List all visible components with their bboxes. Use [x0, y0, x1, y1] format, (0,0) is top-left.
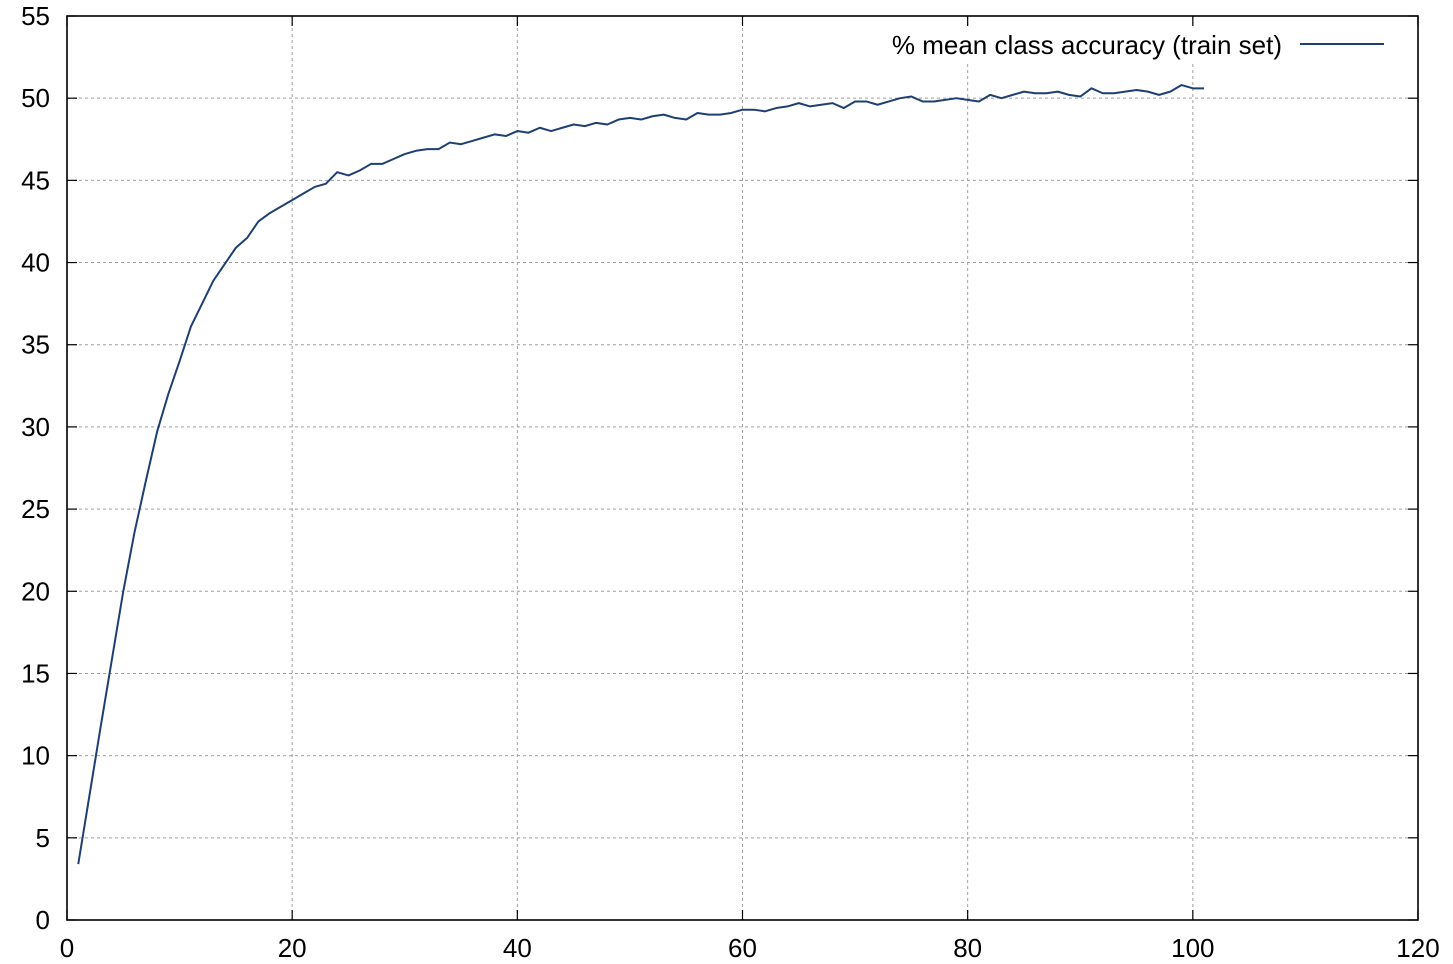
- y-tick-label: 35: [21, 330, 50, 360]
- plot-frame: [66, 15, 1419, 921]
- y-tick-label: 45: [21, 165, 50, 195]
- x-tick-label: 0: [60, 933, 74, 963]
- x-tick-label: 60: [728, 933, 757, 963]
- x-tick-label: 100: [1171, 933, 1214, 963]
- legend: % mean class accuracy (train set): [830, 26, 1400, 64]
- x-tick-label: 80: [953, 933, 982, 963]
- y-tick-label: 0: [36, 905, 50, 935]
- y-tick-label: 55: [21, 1, 50, 31]
- y-tick-label: 20: [21, 576, 50, 606]
- legend-label: % mean class accuracy (train set): [892, 30, 1282, 60]
- x-tick-label: 40: [503, 933, 532, 963]
- y-tick-label: 30: [21, 412, 50, 442]
- y-tick-label: 15: [21, 658, 50, 688]
- y-tick-label: 40: [21, 248, 50, 278]
- series: [77, 84, 1205, 865]
- y-tick-label: 25: [21, 494, 50, 524]
- tick-labels: 0 5 10 15 20 25 30 35 40 45 50 55 0 20 40 60 80 100 120: [21, 1, 1440, 963]
- y-tick-label: 10: [21, 741, 50, 771]
- y-tick-label: 50: [21, 83, 50, 113]
- grid: [67, 16, 1418, 920]
- y-tick-label: 5: [36, 823, 50, 853]
- x-tick-label: 120: [1396, 933, 1439, 963]
- series-line: [77, 84, 1205, 865]
- x-tick-label: 20: [278, 933, 307, 963]
